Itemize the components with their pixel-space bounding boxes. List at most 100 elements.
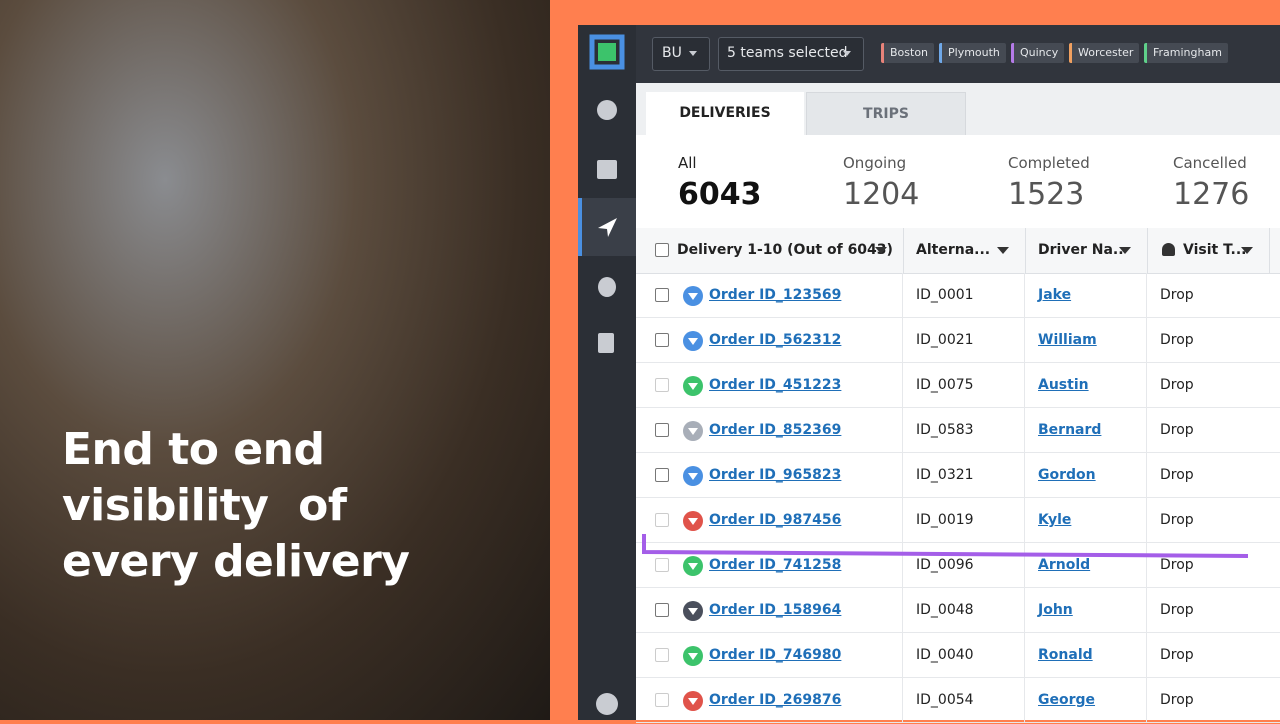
sort-caret [875,247,887,260]
team-tag[interactable]: Boston [881,43,935,63]
order-link[interactable]: Order ID_562312 [709,332,842,348]
highlight-stroke [642,534,1249,558]
person-icon [1162,243,1175,256]
select-all[interactable] [655,243,669,257]
col-line [902,453,903,498]
status-arrow [688,608,698,615]
visit-type: Drop [1160,332,1194,348]
column-header[interactable]: Visit T... [1147,228,1270,273]
order-link[interactable]: Order ID_746980 [709,647,842,663]
bu-select[interactable]: BU [652,37,710,71]
stat-label: Ongoing [843,154,907,172]
col-line [902,543,903,588]
stat-value: 6043 [678,177,762,212]
order-link[interactable]: Order ID_123569 [709,287,842,303]
nav-icon[interactable] [598,333,614,353]
column-title: Delivery 1-10 (Out of 6043) [677,242,893,258]
order-link[interactable]: Order ID_852369 [709,422,842,438]
team-select[interactable]: 5 teams selected [718,37,864,71]
nav-icon[interactable] [597,100,617,120]
team-tag[interactable]: Framingham [1144,43,1228,63]
alt-id: ID_0048 [916,602,974,618]
col-line [1146,678,1147,723]
tab[interactable]: TRIPS [806,92,966,137]
driver-link[interactable]: Jake [1038,287,1072,303]
column-header[interactable]: Alterna... [903,228,1026,273]
visit-type: Drop [1160,512,1194,528]
alt-id: ID_0019 [916,512,974,528]
col-line [902,318,903,363]
col-line [1024,318,1025,363]
row-line [636,407,1280,408]
nav-icon[interactable] [598,218,617,237]
row-checkbox[interactable] [655,558,669,572]
order-link[interactable]: Order ID_451223 [709,377,842,393]
column-header[interactable]: Driver Na.. [1025,228,1148,273]
driver-link[interactable]: Ronald [1038,647,1093,663]
order-link[interactable]: Order ID_965823 [709,467,842,483]
driver-link[interactable]: Bernard [1038,422,1102,438]
col-line [1024,363,1025,408]
col-line [1146,273,1147,318]
status-arrow [688,653,698,660]
status-arrow [688,338,698,345]
nav-icon[interactable] [597,160,617,179]
alt-id: ID_0001 [916,287,974,303]
order-link[interactable]: Order ID_987456 [709,512,842,528]
col-line [1146,318,1147,363]
team-tag[interactable]: Plymouth [939,43,1006,63]
column-title: Driver Na.. [1038,242,1124,258]
col-line [1146,408,1147,453]
status-icon [683,511,703,531]
tag-label: Framingham [1153,46,1222,59]
row-checkbox[interactable] [655,288,669,302]
row-checkbox[interactable] [655,333,669,347]
col-line [1146,498,1147,543]
col-line [1146,363,1147,408]
row-checkbox[interactable] [655,468,669,482]
row-checkbox[interactable] [655,378,669,392]
status-icon [683,556,703,576]
column-header[interactable]: Delivery 1-10 (Out of 6043) [636,228,904,273]
help-icon[interactable] [596,693,618,715]
col-line [1146,543,1147,588]
row-checkbox[interactable] [655,513,669,527]
row-checkbox[interactable] [655,693,669,707]
alt-id: ID_0021 [916,332,974,348]
order-link[interactable]: Order ID_158964 [709,602,842,618]
driver-link[interactable]: Austin [1038,377,1089,393]
driver-link[interactable]: George [1038,692,1096,708]
row-line [636,497,1280,498]
team-tag[interactable]: Worcester [1069,43,1140,63]
nav-icon[interactable] [598,277,616,297]
status-icon [683,421,703,441]
row-line [636,362,1280,363]
col-line [902,588,903,633]
driver-link[interactable]: John [1038,602,1073,618]
status-icon [683,466,703,486]
row-checkbox[interactable] [655,648,669,662]
driver-link[interactable]: Gordon [1038,467,1096,483]
sidebar-icons [578,34,636,715]
driver-link[interactable]: Arnold [1038,557,1091,573]
visit-type: Drop [1160,422,1194,438]
driver-link[interactable]: Kyle [1038,512,1072,528]
status-icon [683,601,703,621]
driver-link[interactable]: William [1038,332,1097,348]
tag-label: Worcester [1078,46,1134,59]
team-tag[interactable]: Quincy [1011,43,1065,63]
order-link[interactable]: Order ID_269876 [709,692,842,708]
row-checkbox[interactable] [655,603,669,617]
column-title: Alterna... [916,242,991,258]
visit-type: Drop [1160,467,1194,483]
col-line [902,363,903,408]
column-title: Visit T... [1183,242,1247,258]
order-link[interactable]: Order ID_741258 [709,557,842,573]
row-checkbox[interactable] [655,423,669,437]
stat-label: Cancelled [1173,154,1247,172]
tab[interactable]: DELIVERIES [646,92,804,135]
col-line [1024,273,1025,318]
row-line [636,587,1280,588]
col-line [902,408,903,453]
